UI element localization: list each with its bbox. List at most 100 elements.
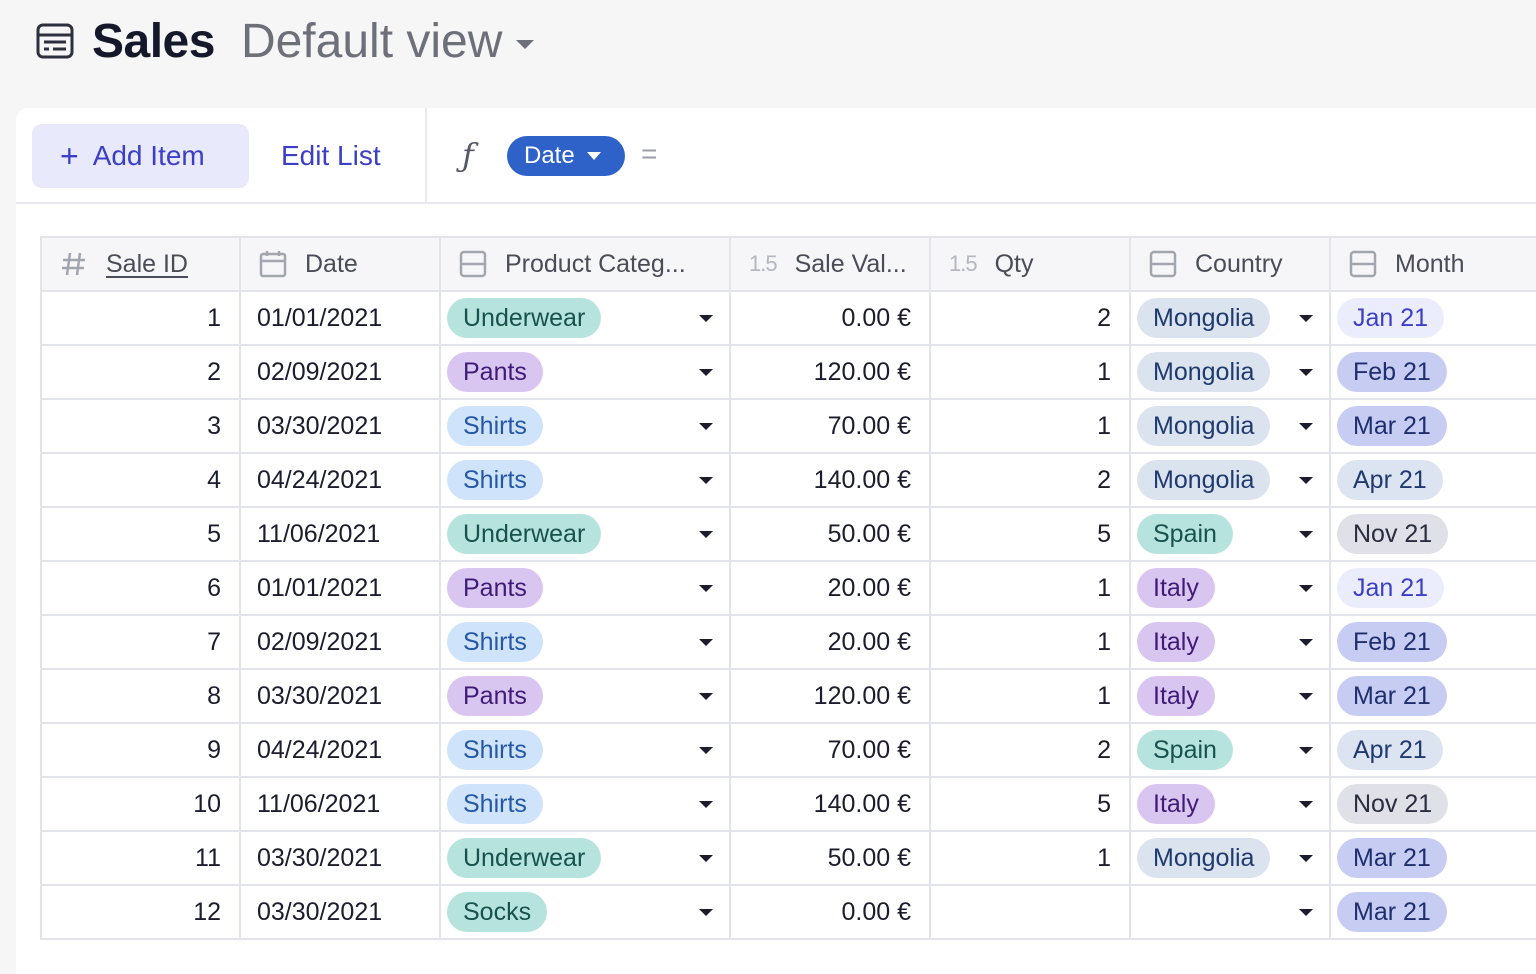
sale-id-cell[interactable]: 3	[40, 398, 241, 454]
dropdown-arrow-icon[interactable]	[699, 638, 713, 646]
country-cell[interactable]: Mongolia	[1129, 830, 1331, 886]
sale-id-cell[interactable]: 10	[40, 776, 241, 832]
sale-value-cell[interactable]: 20.00 €	[729, 560, 931, 616]
country-cell[interactable]: Italy	[1129, 776, 1331, 832]
country-cell[interactable]: Mongolia	[1129, 398, 1331, 454]
qty-cell[interactable]: 2	[929, 452, 1131, 508]
sale-value-cell[interactable]: 120.00 €	[729, 344, 931, 400]
product-category-cell[interactable]: Shirts	[439, 452, 731, 508]
product-category-cell[interactable]: Pants	[439, 344, 731, 400]
qty-cell[interactable]	[929, 884, 1131, 940]
dropdown-arrow-icon[interactable]	[1299, 908, 1313, 916]
dropdown-arrow-icon[interactable]	[699, 368, 713, 376]
dropdown-arrow-icon[interactable]	[1299, 368, 1313, 376]
dropdown-arrow-icon[interactable]	[1299, 854, 1313, 862]
qty-cell[interactable]: 1	[929, 668, 1131, 724]
qty-cell[interactable]: 1	[929, 344, 1131, 400]
dropdown-arrow-icon[interactable]	[1299, 746, 1313, 754]
table-row[interactable]: 6 01/01/2021 Pants 20.00 €1 Italy Jan 21	[40, 560, 1536, 616]
qty-cell[interactable]: 1	[929, 398, 1131, 454]
sale-value-cell[interactable]: 0.00 €	[729, 884, 931, 940]
month-cell[interactable]: Jan 21	[1329, 560, 1536, 616]
view-selector[interactable]: Default view	[240, 14, 503, 68]
dropdown-arrow-icon[interactable]	[699, 854, 713, 862]
sale-id-cell[interactable]: 1	[40, 290, 241, 346]
dropdown-arrow-icon[interactable]	[699, 584, 713, 592]
table-row[interactable]: 5 11/06/2021 Underwear 50.00 €5 Spain Nov 21	[40, 506, 1536, 562]
date-cell[interactable]: 03/30/2021	[239, 884, 441, 940]
column-header-sale-value[interactable]: 1.5 Sale Val...	[729, 236, 931, 292]
dropdown-arrow-icon[interactable]	[699, 422, 713, 430]
country-cell[interactable]	[1129, 884, 1331, 940]
column-header-sale-id[interactable]: Sale ID	[40, 236, 241, 292]
qty-cell[interactable]: 1	[929, 830, 1131, 886]
dropdown-arrow-icon[interactable]	[1299, 530, 1313, 538]
product-category-cell[interactable]: Underwear	[439, 506, 731, 562]
month-cell[interactable]: Apr 21	[1329, 452, 1536, 508]
month-cell[interactable]: Nov 21	[1329, 506, 1536, 562]
column-header-country[interactable]: Country	[1129, 236, 1331, 292]
sale-id-cell[interactable]: 2	[40, 344, 241, 400]
date-cell[interactable]: 02/09/2021	[239, 614, 441, 670]
dropdown-arrow-icon[interactable]	[1299, 314, 1313, 322]
country-cell[interactable]: Spain	[1129, 506, 1331, 562]
product-category-cell[interactable]: Shirts	[439, 614, 731, 670]
dropdown-arrow-icon[interactable]	[699, 530, 713, 538]
sale-id-cell[interactable]: 12	[40, 884, 241, 940]
country-cell[interactable]: Italy	[1129, 668, 1331, 724]
date-cell[interactable]: 04/24/2021	[239, 722, 441, 778]
table-row[interactable]: 2 02/09/2021 Pants 120.00 €1 Mongolia Feb 21	[40, 344, 1536, 400]
qty-cell[interactable]: 5	[929, 776, 1131, 832]
equals-operator[interactable]: =	[641, 138, 658, 169]
sale-id-cell[interactable]: 6	[40, 560, 241, 616]
date-cell[interactable]: 02/09/2021	[239, 344, 441, 400]
table-row[interactable]: 7 02/09/2021 Shirts 20.00 €1 Italy Feb 21	[40, 614, 1536, 670]
month-cell[interactable]: Mar 21	[1329, 830, 1536, 886]
sale-value-cell[interactable]: 140.00 €	[729, 776, 931, 832]
sale-value-cell[interactable]: 0.00 €	[729, 290, 931, 346]
date-cell[interactable]: 11/06/2021	[239, 776, 441, 832]
month-cell[interactable]: Mar 21	[1329, 398, 1536, 454]
product-category-cell[interactable]: Underwear	[439, 830, 731, 886]
table-row[interactable]: 11 03/30/2021 Underwear 50.00 €1 Mongolia Mar…	[40, 830, 1536, 886]
date-cell[interactable]: 03/30/2021	[239, 398, 441, 454]
dropdown-arrow-icon[interactable]	[1299, 800, 1313, 808]
month-cell[interactable]: Apr 21	[1329, 722, 1536, 778]
sale-value-cell[interactable]: 70.00 €	[729, 398, 931, 454]
edit-list-button[interactable]: Edit List	[281, 140, 381, 171]
sale-id-cell[interactable]: 8	[40, 668, 241, 724]
date-cell[interactable]: 11/06/2021	[239, 506, 441, 562]
sale-value-cell[interactable]: 120.00 €	[729, 668, 931, 724]
dropdown-arrow-icon[interactable]	[699, 476, 713, 484]
table-row[interactable]: 4 04/24/2021 Shirts 140.00 €2 Mongolia Apr 21	[40, 452, 1536, 508]
month-cell[interactable]: Mar 21	[1329, 884, 1536, 940]
qty-cell[interactable]: 1	[929, 560, 1131, 616]
dropdown-arrow-icon[interactable]	[1299, 692, 1313, 700]
country-cell[interactable]: Italy	[1129, 560, 1331, 616]
dropdown-arrow-icon[interactable]	[1299, 638, 1313, 646]
date-filter-chip[interactable]: Date	[507, 136, 625, 176]
qty-cell[interactable]: 5	[929, 506, 1131, 562]
column-header-date[interactable]: Date	[239, 236, 441, 292]
dropdown-arrow-icon[interactable]	[699, 314, 713, 322]
dropdown-arrow-icon[interactable]	[699, 800, 713, 808]
product-category-cell[interactable]: Shirts	[439, 776, 731, 832]
product-category-cell[interactable]: Pants	[439, 560, 731, 616]
qty-cell[interactable]: 1	[929, 614, 1131, 670]
dropdown-arrow-icon[interactable]	[1299, 422, 1313, 430]
sale-id-cell[interactable]: 4	[40, 452, 241, 508]
sale-value-cell[interactable]: 50.00 €	[729, 830, 931, 886]
column-header-qty[interactable]: 1.5 Qty	[929, 236, 1131, 292]
date-cell[interactable]: 03/30/2021	[239, 668, 441, 724]
qty-cell[interactable]: 2	[929, 722, 1131, 778]
country-cell[interactable]: Spain	[1129, 722, 1331, 778]
dropdown-arrow-icon[interactable]	[699, 908, 713, 916]
table-row[interactable]: 3 03/30/2021 Shirts 70.00 €1 Mongolia Mar 21	[40, 398, 1536, 454]
date-cell[interactable]: 01/01/2021	[239, 560, 441, 616]
month-cell[interactable]: Feb 21	[1329, 614, 1536, 670]
country-cell[interactable]: Mongolia	[1129, 344, 1331, 400]
column-header-month[interactable]: Month	[1329, 236, 1536, 292]
month-cell[interactable]: Jan 21	[1329, 290, 1536, 346]
month-cell[interactable]: Mar 21	[1329, 668, 1536, 724]
sale-value-cell[interactable]: 70.00 €	[729, 722, 931, 778]
